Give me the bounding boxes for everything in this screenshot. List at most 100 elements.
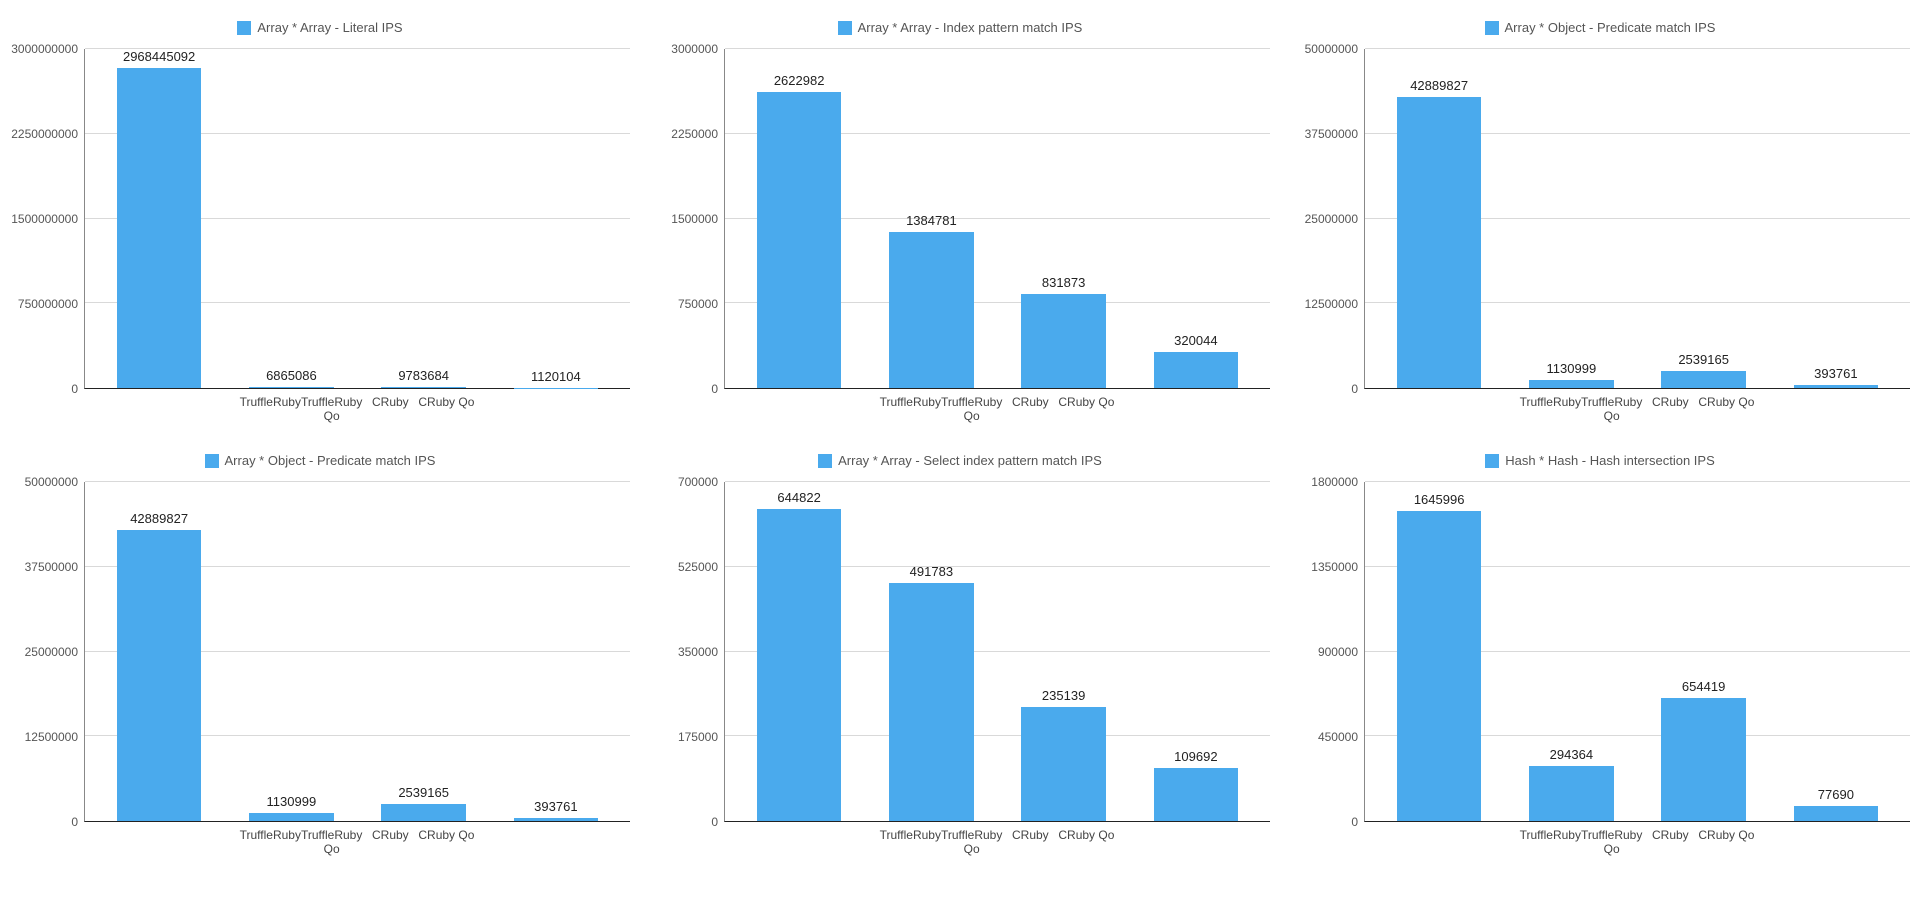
bar-column: 1384781 <box>865 49 997 388</box>
bar-column: 2968445092 <box>93 49 225 388</box>
bar-value-label: 1130999 <box>267 794 317 809</box>
x-tick-label: TruffleRuby <box>240 828 301 856</box>
x-tick-label: TruffleRuby Qo <box>1581 395 1642 423</box>
bar-value-label: 831873 <box>1042 275 1085 290</box>
chart-body: 0125000002500000037500000500000004288982… <box>10 482 630 822</box>
bar-value-label: 654419 <box>1682 679 1725 694</box>
bar-value-label: 42889827 <box>1410 78 1468 93</box>
x-tick-label: TruffleRuby <box>880 828 941 856</box>
bar <box>381 804 466 821</box>
chart-legend: Hash * Hash - Hash intersection IPS <box>1485 453 1715 468</box>
y-tick-label: 1800000 <box>1311 475 1358 489</box>
bar <box>1661 371 1746 388</box>
bar-value-label: 393761 <box>1814 366 1857 381</box>
y-tick-label: 25000000 <box>1305 212 1358 226</box>
x-axis: TruffleRubyTruffleRuby QoCRubyCRuby Qo <box>232 822 483 856</box>
y-tick-label: 12500000 <box>25 730 78 744</box>
bar-value-label: 9783684 <box>398 368 449 383</box>
y-tick-label: 700000 <box>678 475 718 489</box>
bar-value-label: 235139 <box>1042 688 1085 703</box>
plot-area: 4288982711309992539165393761 <box>84 482 630 822</box>
y-tick-label: 50000000 <box>1305 42 1358 56</box>
chart-panel-2: Array * Object - Predicate match IPS0125… <box>1290 20 1910 423</box>
x-tick-label: TruffleRuby <box>240 395 301 423</box>
chart-legend: Array * Array - Literal IPS <box>237 20 402 35</box>
bar-column: 654419 <box>1638 482 1770 821</box>
bar-column: 109692 <box>1130 482 1262 821</box>
legend-title: Array * Object - Predicate match IPS <box>1505 20 1716 35</box>
y-tick-label: 37500000 <box>1305 127 1358 141</box>
plot-area: 4288982711309992539165393761 <box>1364 49 1910 389</box>
bar-value-label: 42889827 <box>130 511 188 526</box>
bar <box>117 530 202 821</box>
x-tick-label: CRuby Qo <box>418 828 474 856</box>
y-tick-label: 900000 <box>1318 645 1358 659</box>
bar-value-label: 491783 <box>910 564 953 579</box>
bar-column: 831873 <box>998 49 1130 388</box>
bar-column: 644822 <box>733 482 865 821</box>
bar-value-label: 320044 <box>1174 333 1217 348</box>
chart-body: 0450000900000135000018000001645996294364… <box>1290 482 1910 822</box>
chart-panel-3: Array * Object - Predicate match IPS0125… <box>10 453 630 856</box>
bar-value-label: 77690 <box>1818 787 1854 802</box>
chart-panel-5: Hash * Hash - Hash intersection IPS 0 4500… <box>1290 453 1910 856</box>
chart-legend: Array * Object - Predicate match IPS <box>205 453 436 468</box>
bar-column: 1130999 <box>225 482 357 821</box>
bar <box>1021 707 1106 821</box>
bar-value-label: 294364 <box>1550 747 1593 762</box>
chart-panel-0: Array * Array - Literal IPS 0750000000150… <box>10 20 630 423</box>
bar <box>514 818 599 821</box>
y-axis: 012500000250000003750000050000000 <box>10 482 84 822</box>
bar-column: 77690 <box>1770 482 1902 821</box>
legend-swatch <box>237 21 251 35</box>
chart-body: 0175000350000525000700000644822 491783 235… <box>650 482 1270 822</box>
y-tick-label: 1500000000 <box>11 212 78 226</box>
x-tick-label: CRuby <box>1002 395 1058 423</box>
y-tick-label: 0 <box>711 815 718 829</box>
x-tick-label: TruffleRuby Qo <box>941 395 1002 423</box>
bar <box>381 387 466 388</box>
x-axis: TruffleRubyTruffleRuby QoCRubyCRuby Qo <box>1512 822 1763 856</box>
bar-column: 42889827 <box>1373 49 1505 388</box>
bar-column: 320044 <box>1130 49 1262 388</box>
bar-column: 294364 <box>1505 482 1637 821</box>
bar <box>1154 352 1239 388</box>
legend-title: Array * Object - Predicate match IPS <box>225 453 436 468</box>
y-tick-label: 25000000 <box>25 645 78 659</box>
x-axis: TruffleRubyTruffleRuby QoCRubyCRuby Qo <box>872 389 1123 423</box>
y-tick-label: 750000 <box>678 297 718 311</box>
y-tick-label: 525000 <box>678 560 718 574</box>
chart-body: 0750000000150000000022500000003000000000… <box>10 49 630 389</box>
legend-swatch <box>1485 21 1499 35</box>
y-axis: 0175000350000525000700000 <box>650 482 724 822</box>
bar <box>1397 97 1482 388</box>
bar-column: 2622982 <box>733 49 865 388</box>
bar-value-label: 109692 <box>1174 749 1217 764</box>
x-tick-label: CRuby <box>362 395 418 423</box>
plot-area: 644822 491783 235139 109692 <box>724 482 1270 822</box>
y-tick-label: 0 <box>71 382 78 396</box>
x-tick-label: CRuby <box>1642 395 1698 423</box>
x-tick-label: TruffleRuby Qo <box>1581 828 1642 856</box>
x-axis: TruffleRubyTruffleRuby QoCRubyCRuby Qo <box>1512 389 1763 423</box>
x-tick-label: TruffleRuby <box>1520 828 1581 856</box>
bars-container: 164599629436465441977690 <box>1365 482 1910 821</box>
x-axis: TruffleRubyTruffleRuby QoCRubyCRuby Qo <box>232 389 483 423</box>
legend-title: Array * Array - Select index pattern mat… <box>838 453 1102 468</box>
y-axis: 0750000150000022500003000000 <box>650 49 724 389</box>
bar-column: 6865086 <box>225 49 357 388</box>
y-tick-label: 0 <box>1351 382 1358 396</box>
y-tick-label: 450000 <box>1318 730 1358 744</box>
chart-body: 0750000150000022500003000000262298213847… <box>650 49 1270 389</box>
x-tick-label: TruffleRuby <box>1520 395 1581 423</box>
bar <box>1154 768 1239 821</box>
bar <box>117 68 202 388</box>
bars-container: 26229821384781 831873 320044 <box>725 49 1270 388</box>
y-tick-label: 50000000 <box>25 475 78 489</box>
legend-title: Array * Array - Literal IPS <box>257 20 402 35</box>
chart-legend: Array * Object - Predicate match IPS <box>1485 20 1716 35</box>
y-tick-label: 0 <box>1351 815 1358 829</box>
bar-column: 491783 <box>865 482 997 821</box>
chart-legend: Array * Array - Select index pattern mat… <box>818 453 1102 468</box>
bar-value-label: 2539165 <box>1678 352 1729 367</box>
